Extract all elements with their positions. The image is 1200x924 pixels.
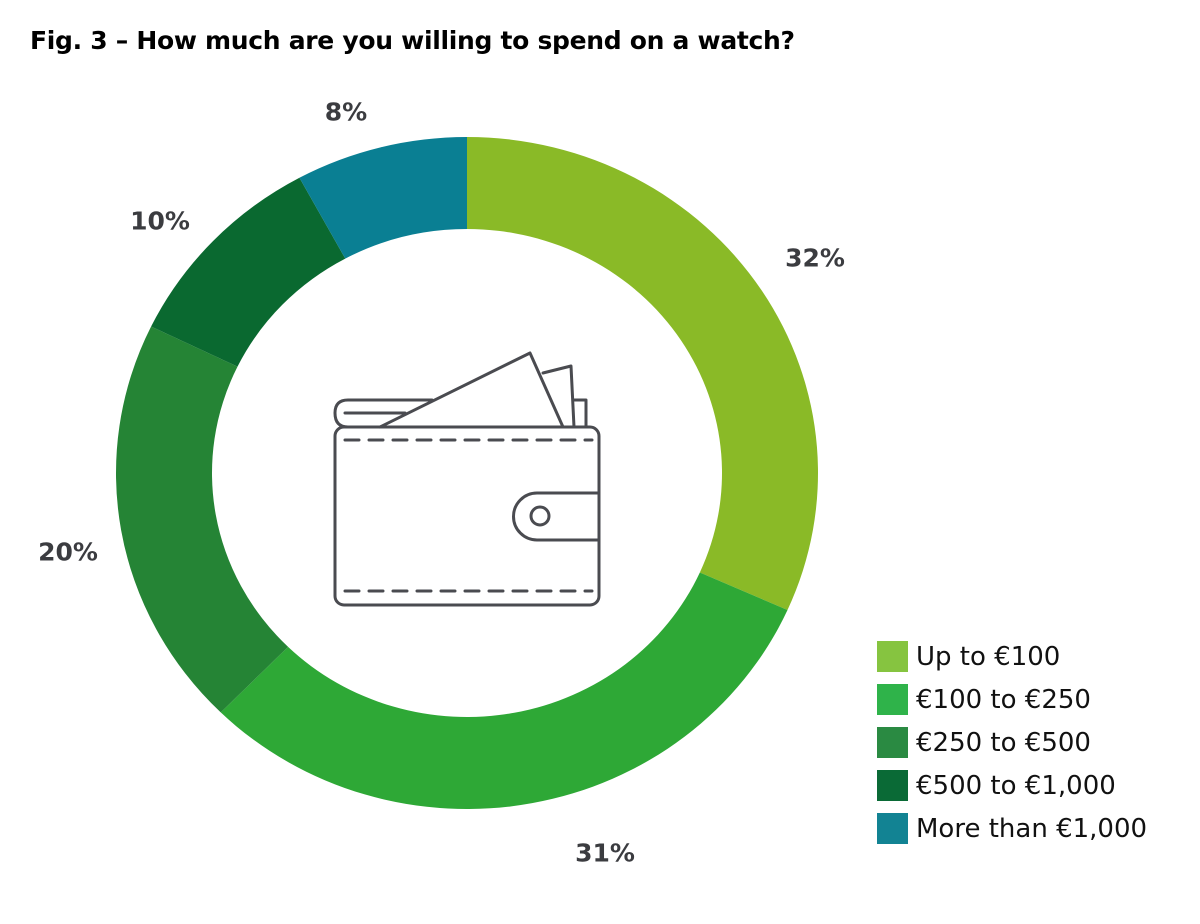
legend-label: €250 to €500	[916, 727, 1091, 758]
legend-swatch	[877, 641, 908, 672]
slice-label-500-to-1000: 10%	[130, 206, 190, 236]
legend-swatch	[877, 770, 908, 801]
legend-swatch	[877, 727, 908, 758]
legend-item: More than €1,000	[877, 807, 1147, 850]
legend-label: More than €1,000	[916, 813, 1148, 844]
donut-slice-0	[467, 137, 819, 610]
slice-label-up-to-100: 32%	[785, 243, 845, 273]
slice-label-100-to-250: 31%	[575, 838, 635, 868]
legend-swatch	[877, 813, 908, 844]
legend-label: Up to €100	[916, 641, 1061, 672]
legend-label: €100 to €250	[916, 684, 1091, 715]
legend-swatch	[877, 684, 908, 715]
legend-item: Up to €100	[877, 635, 1147, 678]
legend: Up to €100 €100 to €250 €250 to €500 €50…	[877, 635, 1147, 850]
legend-item: €500 to €1,000	[877, 764, 1147, 807]
legend-item: €250 to €500	[877, 721, 1147, 764]
slice-label-more-than-1000: 8%	[324, 97, 368, 127]
chart-title: Fig. 3 – How much are you willing to spe…	[30, 26, 795, 55]
donut-slice-2	[115, 326, 289, 713]
legend-item: €100 to €250	[877, 678, 1147, 721]
wallet-icon	[333, 351, 601, 607]
donut-slice-1	[220, 572, 788, 810]
donut-slice-3	[151, 177, 346, 367]
legend-label: €500 to €1,000	[916, 770, 1116, 801]
slice-label-250-to-500: 20%	[38, 537, 98, 567]
donut-slice-4	[299, 137, 467, 259]
